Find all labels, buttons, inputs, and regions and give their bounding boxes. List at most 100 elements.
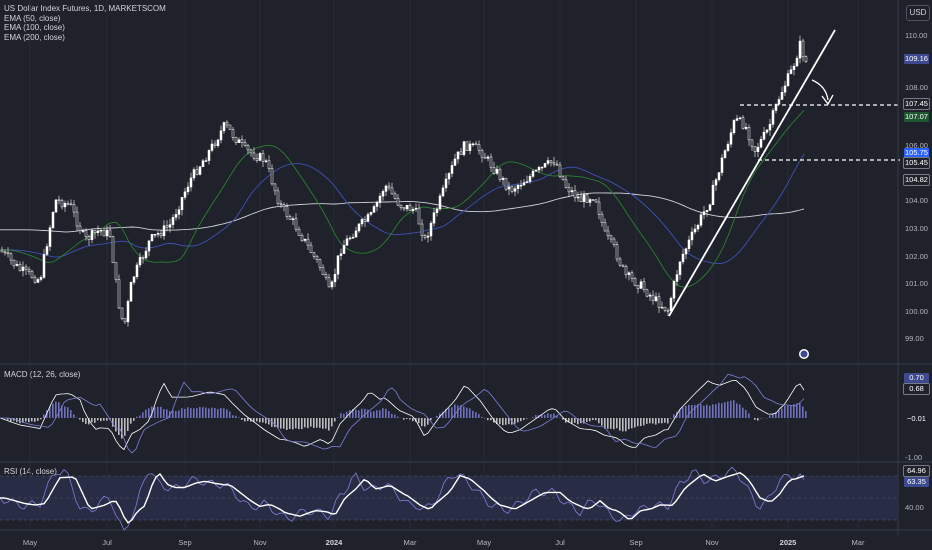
- candle-body: [609, 235, 613, 240]
- macd-histogram-bar: [523, 418, 525, 420]
- candle-body: [435, 208, 439, 213]
- time-axis-label: Nov: [705, 538, 719, 547]
- candle-body: [306, 238, 310, 246]
- candle-body: [783, 85, 787, 93]
- macd-histogram-bar: [793, 404, 795, 418]
- macd-histogram-bar: [436, 416, 438, 418]
- currency-button[interactable]: USD: [906, 5, 930, 21]
- macd-histogram-bar: [157, 406, 159, 418]
- candle-body: [384, 185, 388, 192]
- candle-body: [69, 203, 73, 206]
- macd-histogram-bar: [67, 407, 69, 418]
- macd-legend[interactable]: MACD (12, 26, close): [4, 370, 80, 380]
- macd-histogram-bar: [316, 418, 318, 428]
- candle-body: [717, 172, 721, 180]
- candle-body: [201, 160, 205, 168]
- macd-histogram-bar: [754, 418, 756, 420]
- candle-body: [714, 179, 718, 186]
- candle-body: [501, 177, 505, 180]
- macd-histogram-bar: [202, 407, 204, 418]
- price-badge: 107.45: [903, 98, 930, 110]
- candle-body: [273, 183, 277, 192]
- candle-body: [255, 158, 259, 161]
- candle-body: [747, 127, 751, 141]
- ema-50-label[interactable]: EMA (50, close): [4, 13, 61, 23]
- candles: [0, 35, 808, 327]
- candle-body: [210, 143, 214, 151]
- candle-body: [240, 139, 244, 143]
- macd-badge: 0.68: [903, 383, 930, 395]
- macd-histogram-bar: [148, 408, 150, 418]
- candle-body: [447, 173, 451, 180]
- macd-histogram-bar: [388, 411, 390, 418]
- macd-histogram-bar: [721, 403, 723, 418]
- macd-histogram-bar: [265, 418, 267, 424]
- macd-histogram-bar: [52, 403, 54, 418]
- candle-body: [567, 187, 571, 193]
- candle-body: [27, 268, 31, 272]
- trendline[interactable]: [668, 29, 836, 317]
- candle-body: [132, 276, 136, 283]
- candle-body: [654, 296, 658, 301]
- macd-histogram-bar: [451, 407, 453, 418]
- candle-body: [402, 207, 406, 210]
- macd-histogram-bar: [88, 418, 90, 425]
- macd-histogram-bar: [376, 410, 378, 418]
- macd-histogram-bar: [133, 418, 135, 421]
- ema-200-label[interactable]: EMA (200, close): [4, 32, 65, 42]
- ema-200-path: [0, 192, 805, 233]
- candle-body: [66, 203, 70, 205]
- macd-histogram-bar: [802, 406, 804, 418]
- ema-100-label[interactable]: EMA (100, close): [4, 23, 65, 32]
- macd-histogram-bar: [175, 411, 177, 418]
- macd-histogram-bar: [499, 418, 501, 425]
- macd-histogram-bar: [646, 418, 648, 424]
- candle-body: [381, 191, 385, 197]
- ema-200-line: [0, 192, 805, 233]
- candle-body: [450, 165, 454, 174]
- macd-histogram-bar: [613, 418, 615, 430]
- macd-histogram-bar: [178, 410, 180, 418]
- candle-body: [660, 306, 664, 309]
- macd-histogram-bar: [361, 408, 363, 418]
- macd-histogram-bar: [313, 418, 315, 429]
- candle-body: [702, 211, 706, 215]
- candle-body: [12, 259, 16, 266]
- candle-body: [753, 146, 757, 152]
- candle-body: [234, 137, 238, 144]
- macd-histogram-bar: [94, 418, 96, 423]
- macd-histogram-bar: [379, 410, 381, 418]
- candle-body: [318, 259, 322, 268]
- candle-body: [87, 236, 91, 240]
- candle-body: [162, 225, 166, 237]
- price-badge: 105.75: [904, 148, 929, 158]
- macd-histogram-bar: [442, 411, 444, 418]
- macd-histogram-bar: [769, 415, 771, 418]
- macd-histogram-bar: [352, 409, 354, 418]
- candle-body: [507, 186, 511, 190]
- macd-histogram-bar: [688, 404, 690, 418]
- macd-histogram-bar: [25, 418, 27, 422]
- price-badge: 109.16: [904, 54, 929, 64]
- macd-histogram-bar: [331, 418, 333, 427]
- chart-legend: US Dollar Index Futures, 1D, MARKETSCOM …: [4, 4, 166, 42]
- macd-histogram-bar: [304, 418, 306, 428]
- candle-body: [279, 203, 283, 205]
- time-axis-label: Jul: [555, 538, 565, 547]
- macd-histogram-bar: [406, 418, 408, 419]
- candle-body: [285, 206, 289, 218]
- candle-body: [297, 228, 301, 236]
- candle-body: [192, 169, 196, 179]
- macd-histogram-bar: [655, 418, 657, 425]
- macd-histogram-bar: [289, 418, 291, 429]
- candle-body: [789, 69, 793, 74]
- candle-body: [42, 254, 46, 278]
- macd-histogram-bar: [625, 418, 627, 432]
- price-tick-label: 102.00: [905, 252, 928, 261]
- candle-body: [687, 239, 691, 249]
- macd-histogram-bar: [328, 418, 330, 431]
- macd-histogram-bar: [211, 407, 213, 418]
- candle-body: [57, 199, 61, 202]
- projection-arrow[interactable]: [811, 79, 829, 101]
